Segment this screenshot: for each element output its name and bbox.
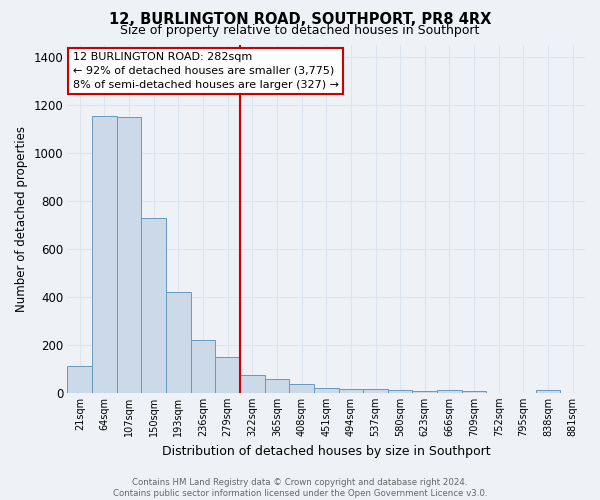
- Text: Size of property relative to detached houses in Southport: Size of property relative to detached ho…: [121, 24, 479, 37]
- Bar: [363, 389, 388, 392]
- Bar: [240, 374, 265, 392]
- Bar: [536, 390, 560, 392]
- Bar: [314, 388, 338, 392]
- Bar: [142, 218, 166, 392]
- Bar: [117, 117, 142, 392]
- Bar: [166, 292, 191, 392]
- Bar: [191, 340, 215, 392]
- Bar: [215, 356, 240, 392]
- Text: Contains HM Land Registry data © Crown copyright and database right 2024.
Contai: Contains HM Land Registry data © Crown c…: [113, 478, 487, 498]
- Bar: [265, 380, 289, 392]
- Bar: [388, 390, 412, 392]
- Text: 12 BURLINGTON ROAD: 282sqm
← 92% of detached houses are smaller (3,775)
8% of se: 12 BURLINGTON ROAD: 282sqm ← 92% of deta…: [73, 52, 338, 90]
- Bar: [67, 366, 92, 392]
- Y-axis label: Number of detached properties: Number of detached properties: [15, 126, 28, 312]
- Text: 12, BURLINGTON ROAD, SOUTHPORT, PR8 4RX: 12, BURLINGTON ROAD, SOUTHPORT, PR8 4RX: [109, 12, 491, 28]
- Bar: [338, 389, 363, 392]
- X-axis label: Distribution of detached houses by size in Southport: Distribution of detached houses by size …: [162, 444, 491, 458]
- Bar: [92, 116, 117, 392]
- Bar: [289, 384, 314, 392]
- Bar: [437, 390, 462, 392]
